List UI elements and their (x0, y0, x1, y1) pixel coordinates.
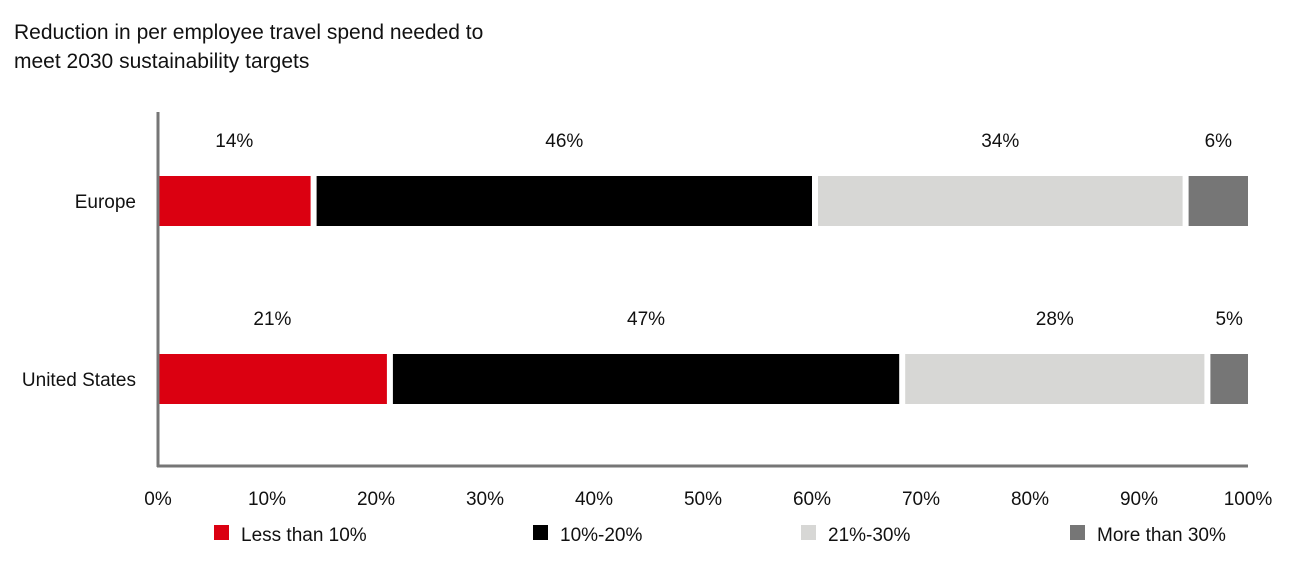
x-tick-label: 80% (1011, 489, 1049, 510)
data-label: 14% (215, 131, 253, 152)
bar-united-states-series-2 (392, 354, 900, 404)
legend-swatch (214, 525, 229, 540)
x-tick-label: 0% (144, 489, 172, 510)
data-label: 6% (1205, 131, 1233, 152)
x-tick-label: 100% (1224, 489, 1273, 510)
legend-swatch (1070, 525, 1085, 540)
x-tick-label: 30% (466, 489, 504, 510)
data-label: 34% (981, 131, 1019, 152)
bar-europe-series-2 (316, 176, 812, 226)
data-label: 47% (627, 309, 665, 330)
category-label: Europe (75, 192, 136, 213)
chart-title: Reduction in per employee travel spend n… (14, 18, 614, 76)
legend-label: Less than 10% (241, 525, 367, 546)
x-tick-label: 70% (902, 489, 940, 510)
legend-label: More than 30% (1097, 525, 1226, 546)
bar-europe-series-4 (1188, 176, 1248, 226)
bar-europe-series-3 (818, 176, 1183, 226)
chart-title-line-1: Reduction in per employee travel spend n… (14, 21, 484, 44)
bar-united-states-series-3 (905, 354, 1205, 404)
x-tick-label: 90% (1120, 489, 1158, 510)
x-tick-label: 50% (684, 489, 722, 510)
legend-swatch (801, 525, 816, 540)
legend-label: 21%-30% (828, 525, 910, 546)
plot-area: 14% 46% 34% 6% Europe 21% 47% 28% 5% United State… (22, 112, 1272, 546)
x-tick-label: 10% (248, 489, 286, 510)
x-tick-label: 40% (575, 489, 613, 510)
data-label: 28% (1036, 309, 1074, 330)
category-label: United States (22, 370, 136, 391)
bar-united-states-series-4 (1210, 354, 1248, 404)
x-tick-label: 60% (793, 489, 831, 510)
legend-label: 10%-20% (560, 525, 642, 546)
data-label: 46% (545, 131, 583, 152)
chart-title-line-2: meet 2030 sustainability targets (14, 50, 310, 73)
x-tick-label: 20% (357, 489, 395, 510)
bar-europe-series-1 (158, 176, 311, 226)
bar-united-states-series-1 (158, 354, 387, 404)
data-label: 5% (1215, 309, 1243, 330)
data-label: 21% (253, 309, 291, 330)
legend-swatch (533, 525, 548, 540)
